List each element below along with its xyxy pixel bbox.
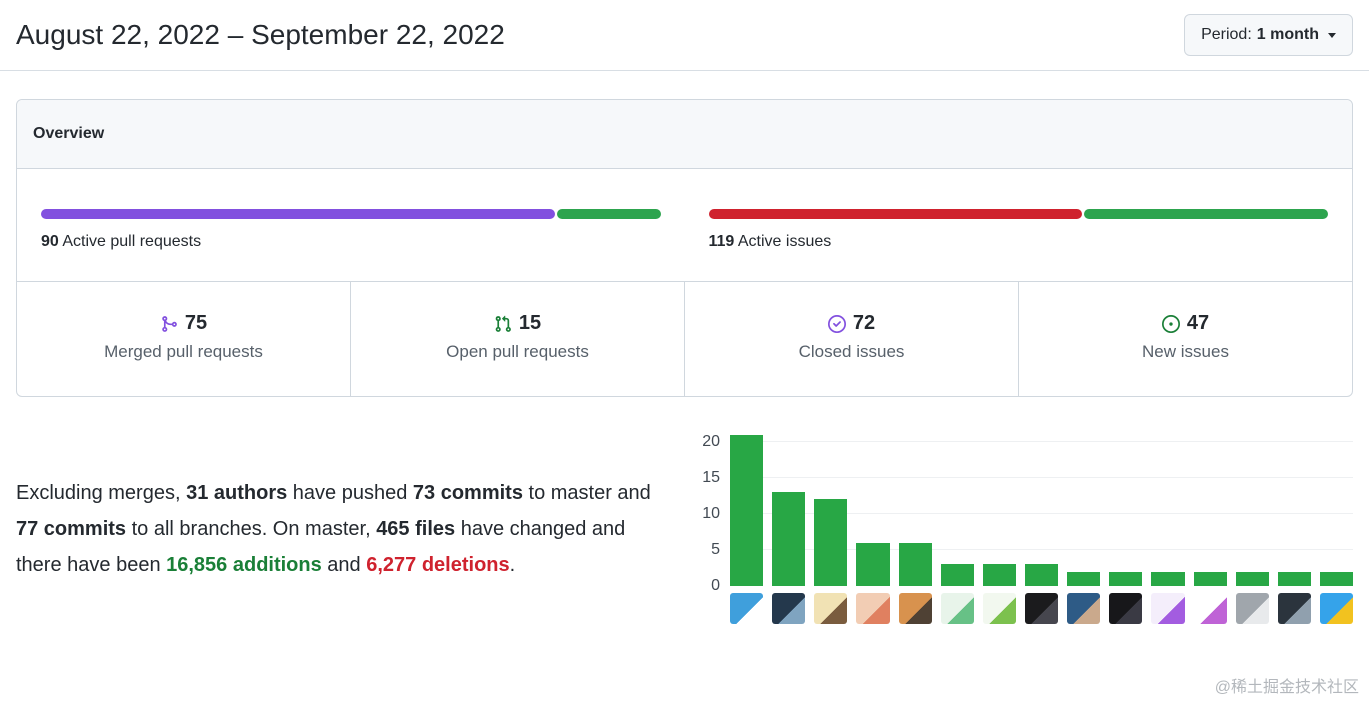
issues-progress-bar (708, 209, 1328, 219)
gridline (730, 512, 1353, 514)
overview-box-header: Overview (17, 100, 1352, 169)
git-pull-request-icon (494, 315, 512, 333)
commit-count-bar (772, 492, 806, 586)
commit-count-bar (1277, 572, 1311, 586)
stat-new-issues[interactable]: 47 New issues (1018, 282, 1352, 396)
y-tick-label: 15 (702, 468, 720, 486)
summary-text: have changed and there have been (16, 518, 626, 576)
active-pull-requests-label: 90 Active pull requests (41, 233, 202, 250)
author-avatar[interactable] (814, 593, 848, 624)
open-segment (557, 209, 661, 219)
period-dropdown[interactable]: Period: 1 month (1184, 14, 1353, 56)
y-tick-label: 5 (711, 540, 720, 558)
summary-text: . (509, 554, 516, 576)
author-avatar[interactable] (772, 593, 806, 624)
summary-highlight: 31 authors (186, 482, 288, 504)
commit-count-bar (814, 499, 848, 586)
author-avatar[interactable] (1277, 593, 1311, 624)
active-issues: 119 Active issues (708, 209, 1328, 251)
closed-issues-count: 72 (852, 312, 876, 334)
author-avatar[interactable] (1024, 593, 1059, 624)
author-avatar[interactable] (1319, 593, 1354, 624)
y-axis-spacer (694, 593, 730, 624)
summary-text: Excluding merges, (16, 482, 187, 504)
summary-highlight: 6,277 deletions (366, 554, 510, 576)
summary-text: and (321, 554, 367, 576)
merged-segment (41, 209, 556, 219)
overview-box: Overview 90 Active pull requests 119 Act… (16, 99, 1353, 397)
summary-text: to master and (522, 482, 651, 504)
author-avatar[interactable] (1109, 593, 1143, 624)
summary-highlight: 77 commits (16, 518, 127, 540)
gridline (730, 440, 1353, 442)
gridline (730, 548, 1353, 550)
watermark: @稀土掘金技术社区 (1214, 679, 1359, 696)
author-avatar[interactable] (1235, 593, 1269, 624)
commit-count-bar (1151, 572, 1185, 586)
stat-merged-pull-requests[interactable]: 75 Merged pull requests (17, 282, 350, 396)
period-value: 1 month (1256, 26, 1319, 43)
new-issues-count: 47 (1186, 312, 1210, 334)
y-tick-label: 0 (711, 577, 720, 594)
activity-section: Excluding merges, 31 authors have pushed… (0, 431, 1369, 624)
open-pull-requests-count: 15 (518, 312, 542, 334)
new-segment (1084, 209, 1328, 219)
chart-avatars (730, 593, 1354, 624)
overview-stats: 75 Merged pull requests 15 Open pull req… (17, 281, 1352, 396)
closed-issues-label: Closed issues (798, 342, 905, 361)
author-avatar[interactable] (1193, 593, 1227, 624)
stat-closed-issues[interactable]: 72 Closed issues (684, 282, 1018, 396)
page-header: August 22, 2022 – September 22, 2022 Per… (0, 0, 1369, 71)
author-avatar[interactable] (898, 593, 932, 624)
commit-count-bar (1193, 572, 1227, 586)
summary-highlight: 465 files (376, 518, 456, 540)
summary-highlight: 73 commits (412, 482, 523, 504)
author-avatar[interactable] (940, 593, 974, 624)
commit-count-bar (1024, 564, 1059, 586)
author-avatar[interactable] (982, 593, 1016, 624)
merged-pull-requests-label: Merged pull requests (104, 342, 263, 361)
commits-chart: 0 5 10 15 20 (694, 431, 1354, 624)
y-tick-label: 20 (702, 432, 720, 450)
closed-segment (708, 209, 1083, 219)
summary-text: have pushed (287, 482, 413, 504)
merged-pull-requests-count: 75 (184, 312, 208, 334)
period-label: Period: (1201, 26, 1252, 43)
git-merge-icon (160, 315, 178, 333)
chevron-down-icon (1328, 32, 1336, 38)
author-avatar[interactable] (856, 593, 890, 624)
author-avatar[interactable] (1151, 593, 1185, 624)
commit-count-bar (1067, 572, 1101, 586)
y-tick-label: 10 (702, 504, 720, 522)
commit-count-bar (1235, 572, 1269, 586)
commit-count-bar (1109, 572, 1143, 586)
issue-opened-icon (1161, 314, 1180, 333)
author-avatar[interactable] (1067, 593, 1101, 624)
issue-closed-icon (827, 314, 846, 333)
chart-avatars-row (694, 593, 1354, 624)
author-avatar[interactable] (730, 593, 764, 624)
commit-count-bar (1319, 572, 1354, 586)
overview-title: Overview (33, 125, 105, 142)
chart-plot (730, 431, 1354, 586)
commit-count-bar (982, 564, 1016, 586)
pull-requests-progress-bar (41, 209, 661, 219)
activity-summary: Excluding merges, 31 authors have pushed… (16, 475, 668, 583)
open-pull-requests-label: Open pull requests (446, 342, 589, 361)
summary-text: to all branches. On master, (126, 518, 377, 540)
gridline (730, 476, 1353, 478)
chart-bars (730, 431, 1354, 586)
chart-y-axis: 0 5 10 15 20 (694, 431, 730, 594)
commit-count-bar (898, 543, 932, 586)
progress-row: 90 Active pull requests 119 Active issue… (17, 169, 1352, 281)
date-range-title: August 22, 2022 – September 22, 2022 (16, 19, 505, 50)
commit-count-bar (940, 564, 974, 586)
new-issues-label: New issues (1142, 342, 1229, 361)
active-pull-requests: 90 Active pull requests (41, 209, 661, 251)
commit-count-bar (856, 543, 890, 586)
commit-count-bar (730, 435, 764, 586)
stat-open-pull-requests[interactable]: 15 Open pull requests (350, 282, 684, 396)
summary-highlight: 16,856 additions (166, 554, 322, 576)
active-issues-label: 119 Active issues (708, 233, 832, 250)
